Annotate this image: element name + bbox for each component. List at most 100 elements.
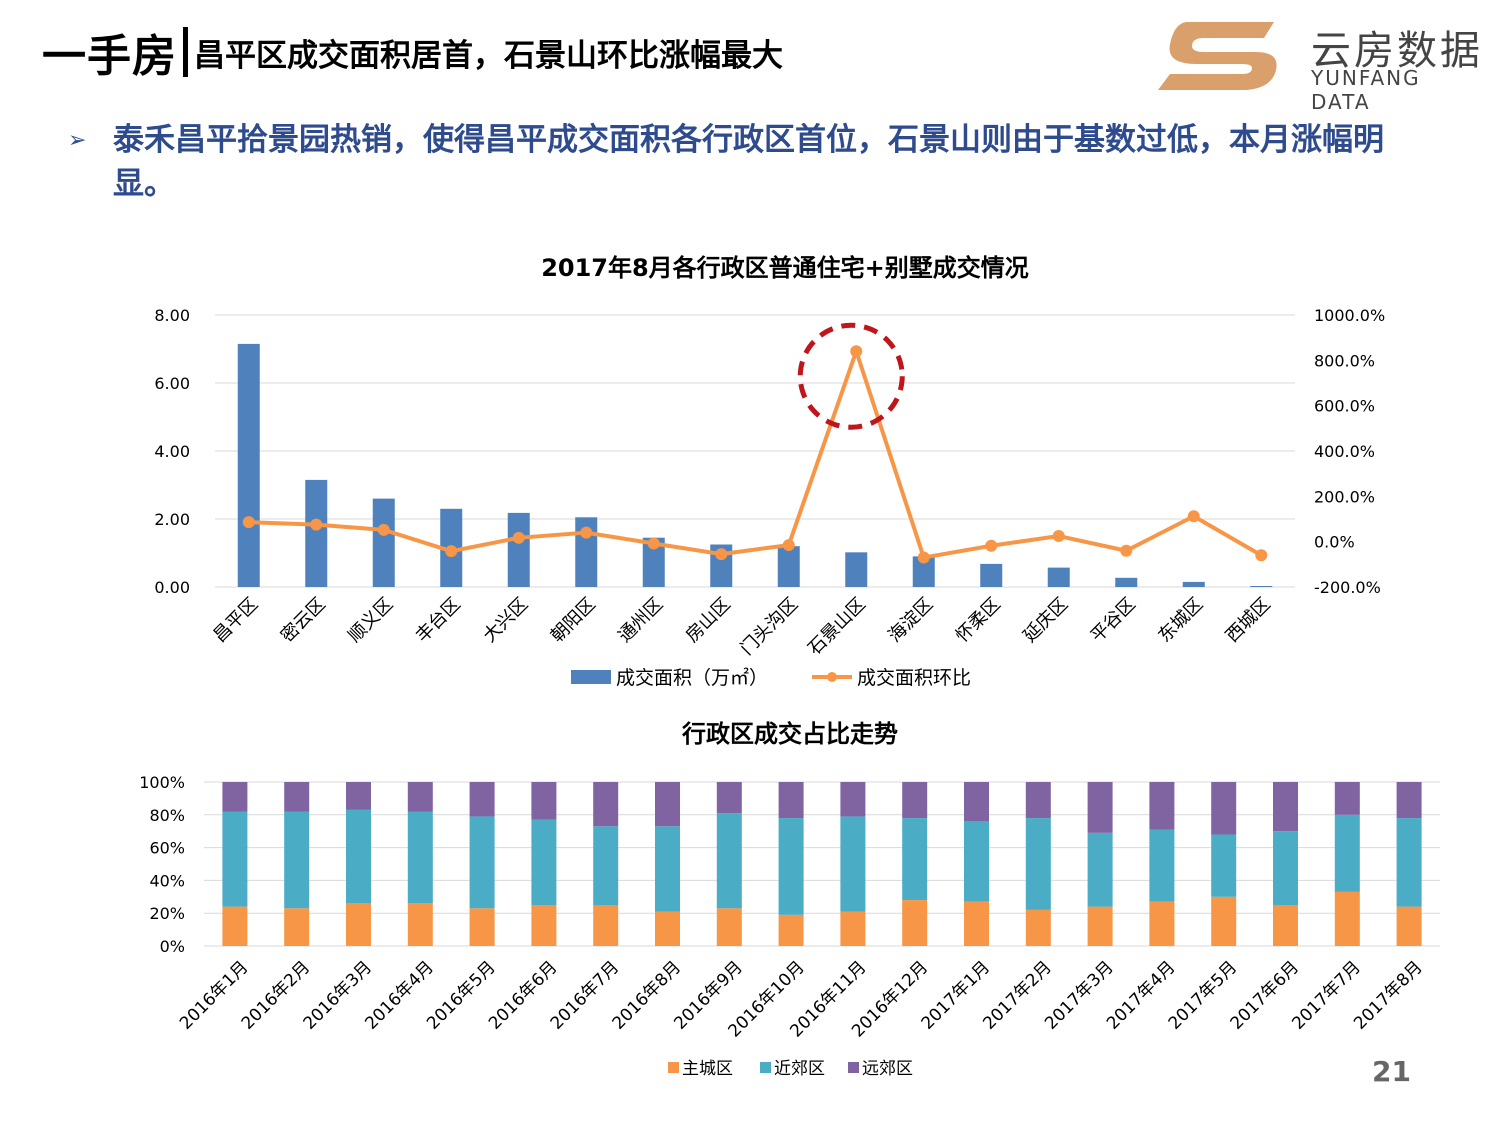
chart2-segment-2 bbox=[655, 782, 680, 827]
chart1-highlight-circle bbox=[797, 322, 905, 430]
chart2-segment-2 bbox=[1211, 782, 1237, 835]
chart1-category-label: 平谷区 bbox=[1087, 594, 1140, 647]
chart1-category-label: 朝阳区 bbox=[547, 594, 600, 647]
chart1-category-label: 石景山区 bbox=[804, 594, 870, 660]
chart1-category-label: 大兴区 bbox=[479, 594, 532, 647]
chart2-segment-2 bbox=[1149, 782, 1175, 830]
chart1-ratio-point bbox=[917, 551, 930, 564]
chart2-y-tick: 60% bbox=[149, 839, 185, 858]
chart1-y-left-tick: 8.00 bbox=[154, 306, 190, 325]
chart1-bar bbox=[237, 343, 260, 587]
bullet-arrow-icon: ➢ bbox=[68, 128, 87, 153]
chart1-category-label: 通州区 bbox=[614, 594, 667, 647]
chart2-segment-2 bbox=[716, 782, 742, 814]
chart2-y-tick: 80% bbox=[149, 806, 185, 825]
chart1-y-left-tick: 2.00 bbox=[154, 510, 190, 529]
chart1-bar bbox=[1182, 581, 1205, 587]
chart2-legend-swatch bbox=[760, 1062, 771, 1073]
chart1-ratio-point bbox=[1187, 510, 1200, 523]
chart1-y-left-tick: 6.00 bbox=[154, 374, 190, 393]
chart1-category-label: 门头沟区 bbox=[737, 594, 803, 660]
chart1-bar bbox=[845, 552, 868, 587]
chart2-segment-1 bbox=[1334, 814, 1360, 892]
chart2-segment-2 bbox=[1087, 782, 1113, 833]
chart2-segment-2 bbox=[1273, 782, 1298, 832]
chart2-segment-1 bbox=[531, 819, 557, 905]
chart2-segment-0 bbox=[284, 908, 310, 946]
chart2-segment-0 bbox=[469, 908, 495, 946]
chart1-bar bbox=[1250, 585, 1273, 587]
summary-bullet: ➢ 泰禾昌平拾景园热销，使得昌平成交面积各行政区首位，石景山则由于基数过低，本月… bbox=[68, 118, 1428, 206]
chart1-y-right-tick: 400.0% bbox=[1314, 442, 1375, 461]
chart2-segment-1 bbox=[407, 811, 433, 904]
title-main: 一手房 bbox=[42, 31, 177, 82]
chart2-segment-1 bbox=[346, 809, 371, 904]
chart2-segment-1 bbox=[964, 821, 989, 902]
title-sub: 昌平区成交面积居首，石景山环比涨幅最大 bbox=[194, 37, 783, 74]
chart1-y-right-tick: 1000.0% bbox=[1314, 306, 1385, 325]
chart1-y-right-tick: 200.0% bbox=[1314, 487, 1375, 506]
chart1-category-label: 西城区 bbox=[1222, 594, 1275, 647]
chart2-segment-1 bbox=[593, 826, 619, 905]
chart2-segment-2 bbox=[1334, 782, 1360, 815]
chart2-segment-2 bbox=[346, 782, 371, 810]
chart1-category-label: 怀柔区 bbox=[952, 594, 1005, 647]
chart2-segment-1 bbox=[840, 816, 866, 912]
chart2-segment-1 bbox=[1396, 818, 1422, 907]
chart1-y-right-tick: -200.0% bbox=[1314, 578, 1381, 597]
chart1-y-right-tick: 600.0% bbox=[1314, 397, 1375, 416]
chart2-legend-label: 主城区 bbox=[682, 1059, 733, 1079]
chart2-segment-2 bbox=[840, 782, 866, 817]
chart1-bar bbox=[777, 546, 800, 587]
chart2-segment-0 bbox=[655, 911, 680, 946]
chart1-ratio-point bbox=[512, 531, 525, 544]
chart2-segment-0 bbox=[1334, 891, 1360, 946]
chart1-bar bbox=[507, 512, 530, 587]
chart2-segment-2 bbox=[469, 782, 495, 817]
chart2-segment-0 bbox=[964, 901, 989, 946]
chart1-ratio-point bbox=[1255, 549, 1268, 562]
chart2-segment-1 bbox=[1025, 818, 1051, 910]
chart2-segment-2 bbox=[778, 782, 804, 819]
chart2-y-tick: 20% bbox=[149, 904, 185, 923]
chart1-y-right-tick: 800.0% bbox=[1314, 351, 1375, 370]
logo-text-en: YUNFANG DATA bbox=[1311, 66, 1421, 114]
bullet-text: 泰禾昌平拾景园热销，使得昌平成交面积各行政区首位，石景山则由于基数过低，本月涨幅… bbox=[113, 122, 1384, 202]
company-logo: 云房数据 YUNFANG DATA bbox=[1156, 14, 1486, 114]
chart2-segment-0 bbox=[1087, 906, 1113, 946]
chart1-bar bbox=[1115, 577, 1138, 587]
district-volume-chart: 2017年8月各行政区普通住宅+别墅成交情况 8.00 6.00 4.00 2.00 0.… bbox=[154, 254, 1385, 689]
chart2-segment-0 bbox=[716, 908, 742, 946]
chart2-segment-0 bbox=[1149, 901, 1175, 946]
chart2-legend-label: 近郊区 bbox=[774, 1059, 825, 1079]
chart2-segment-2 bbox=[1025, 782, 1051, 819]
chart2-segment-2 bbox=[531, 782, 557, 820]
chart1-ratio-point bbox=[377, 523, 390, 536]
chart2-segment-0 bbox=[1211, 896, 1237, 946]
slide-title: 一手房 昌平区成交面积居首，石景山环比涨幅最大 bbox=[42, 22, 783, 82]
chart1-ratio-point bbox=[580, 526, 593, 539]
chart2-segment-1 bbox=[655, 826, 680, 912]
chart2-segment-0 bbox=[1025, 909, 1051, 946]
chart2-segment-0 bbox=[346, 903, 371, 946]
chart2-segment-1 bbox=[469, 816, 495, 909]
chart2-legend-swatch bbox=[848, 1062, 859, 1073]
chart1-category-label: 东城区 bbox=[1154, 594, 1207, 647]
chart2-y-tick: 0% bbox=[160, 937, 185, 956]
chart1-legend-line-marker bbox=[827, 672, 837, 682]
chart1-ratio-point bbox=[445, 545, 458, 558]
chart1-ratio-point bbox=[782, 539, 795, 552]
chart2-segment-1 bbox=[1087, 832, 1113, 907]
chart1-y-left-tick: 4.00 bbox=[154, 442, 190, 461]
chart2-y-tick: 100% bbox=[139, 773, 185, 792]
chart2-segment-1 bbox=[1273, 831, 1298, 905]
chart1-category-label: 顺义区 bbox=[344, 594, 397, 647]
chart2-segment-1 bbox=[222, 811, 248, 907]
chart1-bar bbox=[305, 479, 328, 587]
district-share-chart: 行政区成交占比走势100%80%60%40%20%0%2016年1月2016年2… bbox=[139, 720, 1440, 1079]
chart2-title: 行政区成交占比走势 bbox=[681, 720, 898, 748]
chart1-legend-bar-label: 成交面积（万㎡） bbox=[616, 666, 768, 689]
chart2-segment-0 bbox=[1273, 905, 1298, 946]
chart2-segment-2 bbox=[593, 782, 619, 827]
chart2-segment-0 bbox=[593, 905, 619, 946]
